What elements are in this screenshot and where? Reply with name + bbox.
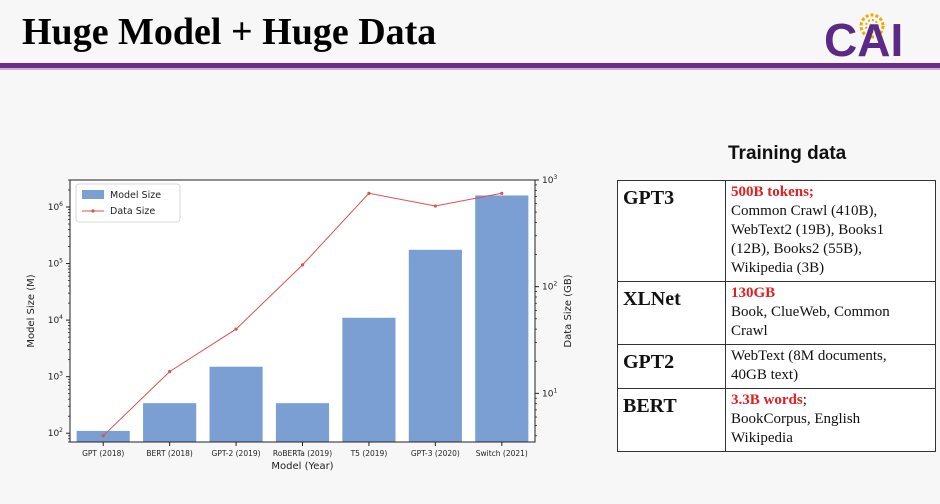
bar-model-size — [408, 249, 462, 442]
logo-text: CAI — [824, 14, 903, 62]
point-data-size — [500, 191, 504, 195]
training-row: XLNet 130GB Book, ClueWeb, Common Crawl — [617, 281, 936, 345]
training-row: GPT2 WebText (8M documents, 40GB text) — [617, 344, 936, 389]
y-axis-label: Model Size (M) — [26, 274, 37, 347]
y-axis-tick-label: 104 — [48, 314, 63, 326]
bar-model-size — [209, 366, 263, 442]
point-data-size — [101, 434, 105, 438]
y2-axis-tick-label: 102 — [542, 281, 557, 293]
y-axis-tick-label: 105 — [48, 258, 63, 270]
training-row: BERT 3.3B words; BookCorpus, English Wikipe… — [617, 388, 936, 452]
x-tick-label: T5 (2019) — [350, 449, 388, 458]
point-data-size — [433, 204, 437, 208]
description-line: 40GB text) — [731, 367, 799, 383]
highlight-amount: 3.3B words — [731, 392, 803, 408]
x-tick-label: GPT (2018) — [82, 449, 124, 458]
bar-model-size — [275, 403, 330, 442]
point-data-size — [168, 369, 172, 374]
description-line: Wikipedia — [731, 430, 793, 446]
highlight-amount: 500B tokens; — [731, 184, 814, 200]
training-row: GPT3 500B tokens; Common Crawl (410B), WebT… — [617, 180, 936, 282]
logo-sun-icon — [859, 13, 885, 39]
description-line: Crawl — [731, 323, 768, 339]
description-line: (12B), Books2 (55B), — [731, 241, 862, 257]
legend-label-model-size: Model Size — [110, 190, 161, 201]
y-axis-tick-label: 102 — [48, 427, 63, 439]
y-axis-tick-label: 106 — [48, 201, 63, 213]
title-rule-light — [0, 68, 940, 70]
point-data-size — [234, 327, 238, 331]
y2-axis-tick-label: 103 — [542, 174, 557, 186]
description-line: Wikipedia (3B) — [731, 260, 825, 276]
training-description: 500B tokens; Common Crawl (410B), WebText2… — [725, 180, 936, 282]
bar-model-size — [342, 317, 396, 442]
y2-axis-tick-label: 101 — [542, 387, 557, 399]
training-data-heading: Training data — [728, 143, 847, 164]
model-name: GPT3 — [617, 180, 726, 282]
bar-model-size — [143, 403, 197, 442]
training-description: WebText (8M documents, 40GB text) — [725, 344, 936, 389]
description-line: WebText2 (19B), Books1 — [731, 222, 885, 238]
x-axis-label: Model (Year) — [271, 461, 333, 472]
y2-axis-label: Data Size (GB) — [563, 274, 574, 347]
legend-marker-data-size — [91, 209, 95, 213]
point-data-size — [367, 191, 371, 195]
description-line: Book, ClueWeb, Common — [731, 304, 890, 320]
description-line: WebText (8M documents, — [731, 348, 887, 364]
cai-logo: CAI — [824, 13, 903, 62]
model-name: GPT2 — [617, 344, 726, 389]
slide-title: Huge Model + Huge Data — [22, 11, 437, 53]
point-data-size — [300, 263, 305, 267]
x-tick-label: GPT-3 (2020) — [411, 449, 460, 458]
x-tick-label: GPT-2 (2019) — [212, 449, 261, 458]
bar-model-size — [475, 195, 529, 442]
chart-legend: Model Size Data Size — [75, 183, 181, 223]
model-name: XLNet — [617, 281, 726, 345]
model-data-size-chart: 102 103 104 105 106 101 102 103 GPT (2018) BERT (… — [26, 174, 574, 472]
training-data-table: GPT3 500B tokens; Common Crawl (410B), WebT… — [617, 180, 936, 452]
x-tick-label: RoBERTa (2019) — [273, 449, 332, 458]
model-name: BERT — [617, 388, 726, 452]
training-description: 3.3B words; BookCorpus, English Wikipedia — [725, 388, 936, 452]
description-line: BookCorpus, English — [731, 411, 861, 427]
legend-label-data-size: Data Size — [110, 206, 155, 217]
x-tick-label: BERT (2018) — [146, 449, 193, 458]
title-rule — [0, 63, 940, 68]
legend-swatch-model-size — [82, 190, 104, 199]
x-tick-label: Switch (2021) — [476, 449, 528, 458]
training-description: 130GB Book, ClueWeb, Common Crawl — [725, 281, 936, 345]
highlight-amount: 130GB — [731, 285, 776, 301]
y-axis-tick-label: 103 — [48, 371, 63, 383]
description-line: Common Crawl (410B), — [731, 203, 878, 219]
